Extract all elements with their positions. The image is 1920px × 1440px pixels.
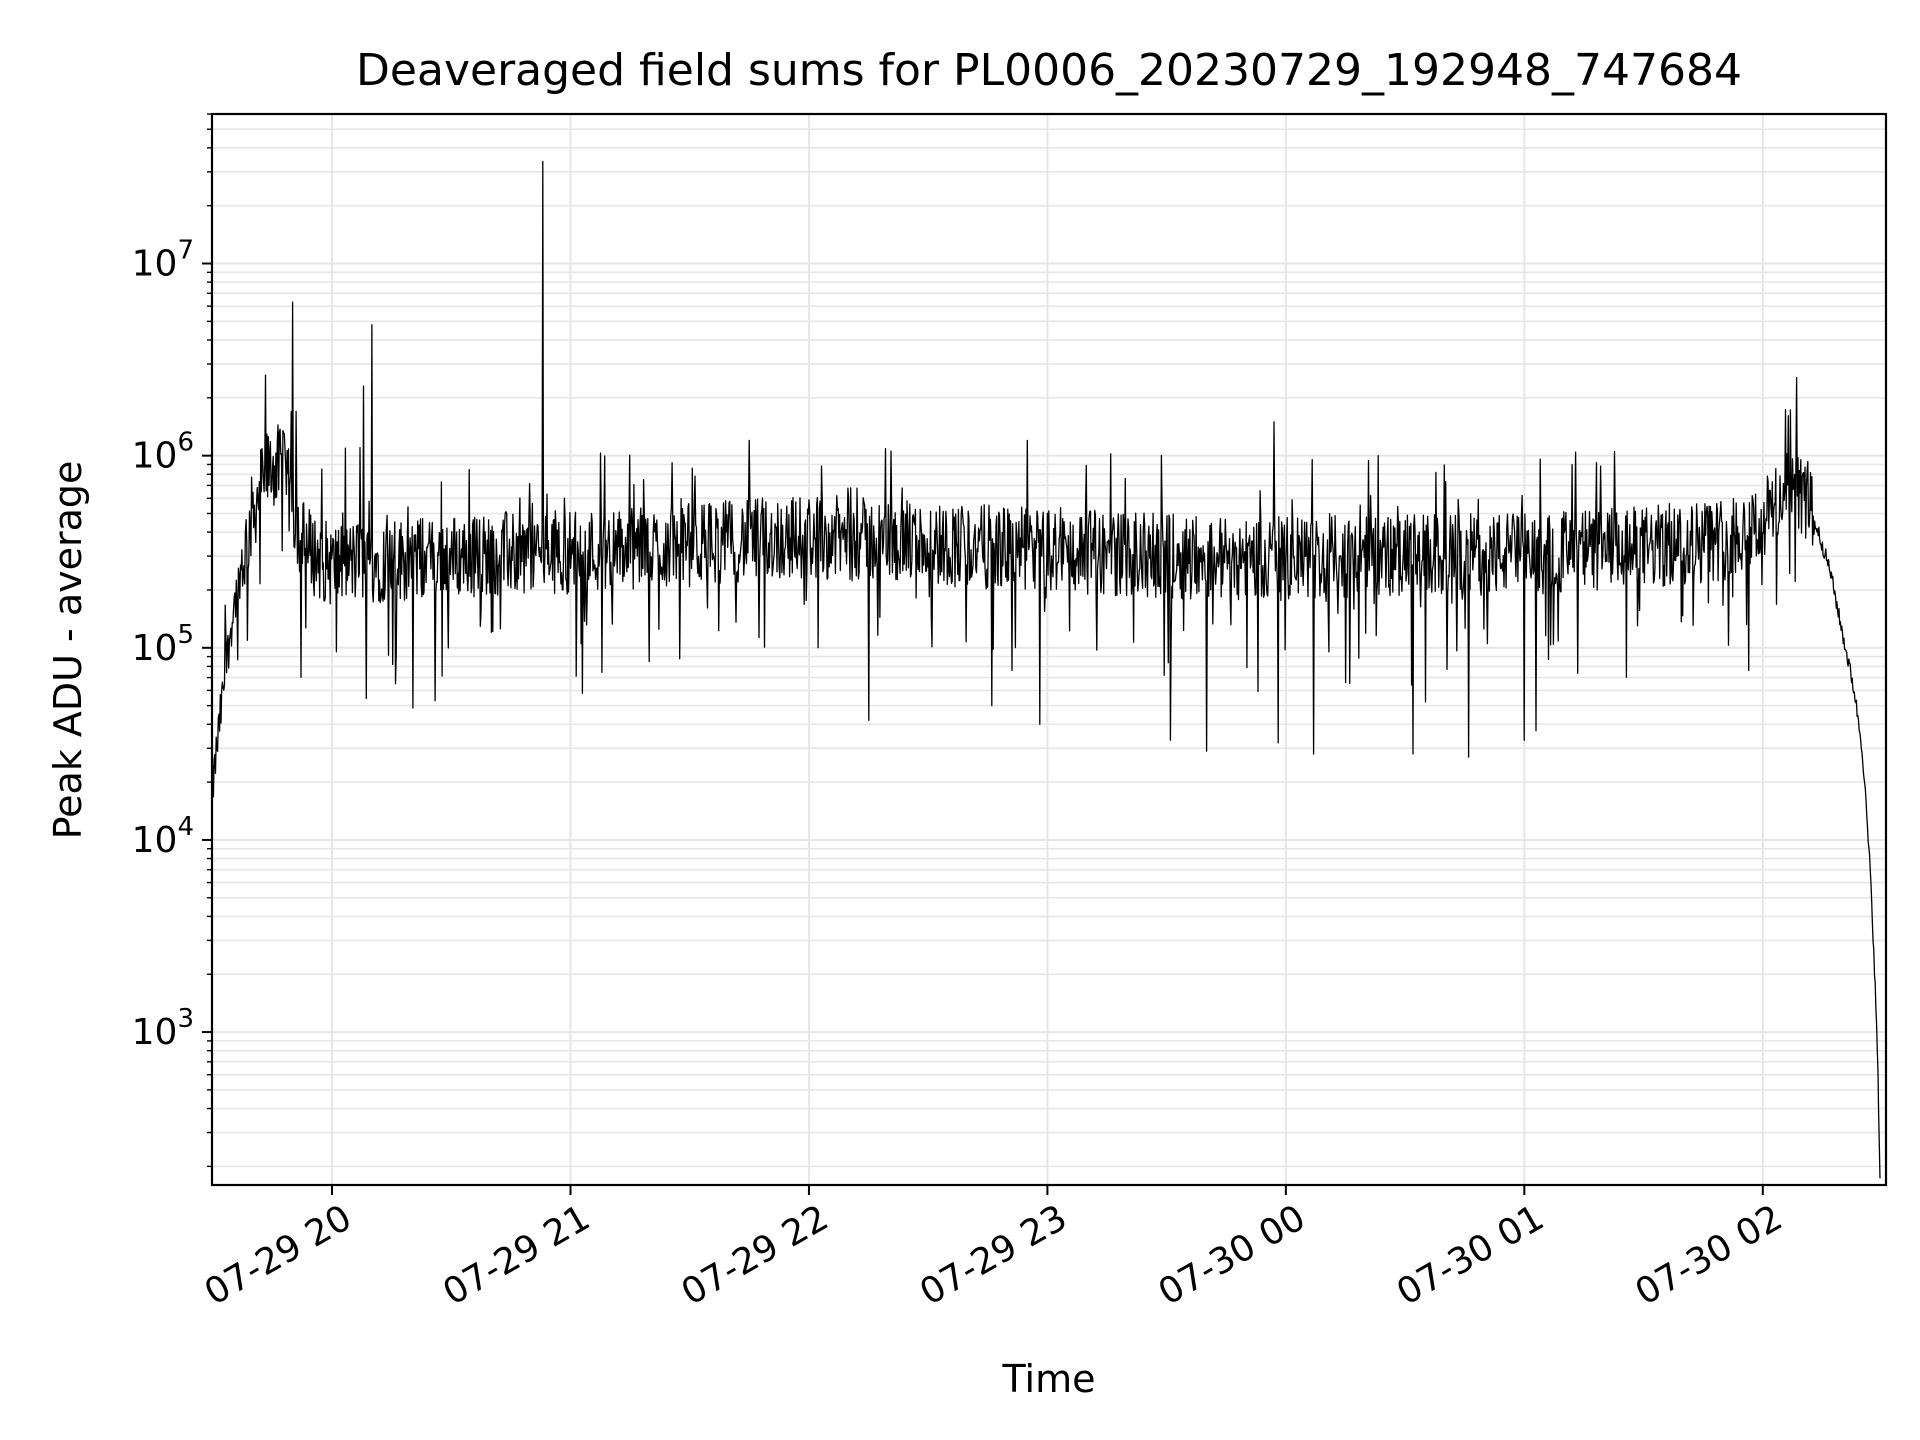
y-tick-label: 107 <box>132 236 194 285</box>
grid <box>212 113 1886 1185</box>
y-tick-label: 105 <box>132 620 194 669</box>
y-tick-label: 106 <box>132 428 194 477</box>
series-line <box>211 160 1881 1179</box>
x-axis-label: Time <box>1002 1357 1096 1401</box>
plot-frame <box>210 112 1888 1187</box>
y-tick-label: 103 <box>132 1004 194 1053</box>
series-line-group <box>211 160 1881 1179</box>
chart-title: Deaveraged field sums for PL0006_2023072… <box>356 45 1742 96</box>
y-tick-label: 104 <box>132 812 194 861</box>
y-axis-ticks: 103 104 105 106 107 <box>132 113 212 1168</box>
y-axis-label: Peak ADU - average <box>46 461 90 840</box>
